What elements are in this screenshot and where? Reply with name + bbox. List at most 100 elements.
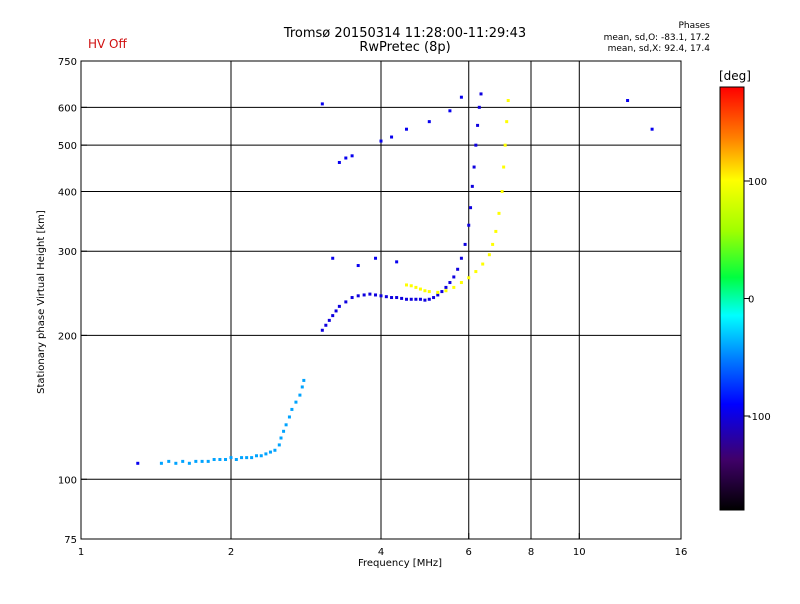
- echo-point: [200, 459, 204, 463]
- chart-subtitle: RwPretec (8p): [359, 40, 451, 55]
- echo-point: [395, 260, 399, 264]
- echo-point: [456, 267, 460, 271]
- y-tick-label: 100: [58, 475, 77, 486]
- echo-point: [331, 314, 335, 318]
- echo-point: [440, 290, 444, 294]
- echo-point: [245, 456, 249, 460]
- echo-point: [337, 160, 341, 164]
- echo-point: [234, 457, 238, 461]
- echo-points: [136, 92, 654, 465]
- echo-point: [174, 461, 178, 465]
- echo-point: [320, 102, 324, 106]
- echo-point: [327, 318, 331, 322]
- echo-point: [500, 189, 504, 193]
- y-tick-label: 300: [58, 247, 77, 258]
- echo-point: [404, 127, 408, 131]
- echo-point: [254, 454, 258, 458]
- y-tick-label: 500: [58, 141, 77, 152]
- hv-status: HV Off: [88, 37, 127, 51]
- x-tick-label: 16: [675, 547, 688, 558]
- echo-point: [212, 457, 216, 461]
- y-tick-label: 600: [58, 103, 77, 114]
- colorbar-tick-label: 100: [748, 177, 767, 188]
- echo-point: [324, 323, 328, 327]
- echo-point: [467, 223, 471, 227]
- echo-point: [229, 456, 233, 460]
- echo-point: [491, 242, 495, 246]
- echo-point: [444, 289, 448, 293]
- echo-point: [502, 165, 506, 169]
- echo-point: [427, 120, 431, 124]
- colorbar-unit: [deg]: [719, 69, 751, 83]
- echo-point: [390, 135, 394, 139]
- echo-point: [505, 120, 509, 124]
- echo-point: [472, 165, 476, 169]
- echo-point: [181, 459, 185, 463]
- echo-point: [240, 456, 244, 460]
- echo-point: [250, 456, 254, 460]
- echo-point: [350, 296, 354, 300]
- echo-point: [474, 270, 478, 274]
- echo-point: [136, 461, 140, 465]
- echo-point: [334, 309, 338, 313]
- echo-point: [167, 459, 171, 463]
- echo-point: [506, 99, 510, 103]
- echo-point: [414, 297, 418, 301]
- echo-point: [368, 292, 372, 296]
- x-tick-label: 10: [573, 547, 586, 558]
- echo-point: [404, 297, 408, 301]
- echo-point: [470, 184, 474, 188]
- echo-point: [374, 293, 378, 297]
- echo-point: [409, 284, 413, 288]
- echo-point: [436, 293, 440, 297]
- echo-point: [159, 461, 163, 465]
- y-axis-label: Stationary phase Virtual Height [km]: [36, 210, 47, 394]
- echo-point: [187, 461, 191, 465]
- echo-point: [409, 297, 413, 301]
- echo-point: [423, 298, 427, 302]
- echo-point: [427, 290, 431, 294]
- echo-point: [427, 297, 431, 301]
- echo-point: [626, 99, 630, 103]
- echo-point: [384, 295, 388, 299]
- echo-point: [497, 211, 501, 215]
- echo-point: [395, 296, 399, 300]
- echo-point: [362, 293, 366, 297]
- phases-x-stats: mean, sd,X: 92.4, 17.4: [607, 44, 710, 54]
- x-tick-label: 6: [466, 547, 472, 558]
- echo-point: [459, 281, 463, 285]
- echo-point: [444, 285, 448, 289]
- echo-point: [423, 289, 427, 293]
- x-tick-label: 4: [378, 547, 384, 558]
- echo-point: [400, 296, 404, 300]
- echo-point: [282, 429, 286, 433]
- x-tick-label: 2: [228, 547, 234, 558]
- echo-point: [404, 283, 408, 287]
- echo-point: [344, 300, 348, 304]
- echo-point: [479, 92, 483, 96]
- x-axis-label: Frequency [MHz]: [357, 558, 443, 569]
- echo-point: [494, 229, 498, 233]
- echo-point: [432, 296, 436, 300]
- echo-point: [414, 285, 418, 289]
- colorbar: [719, 86, 745, 511]
- colorbar-tick-label: 0: [748, 295, 754, 306]
- axis-ticks: 1 2 4 6 8 10 16 75 100 200 300 400 500 600 750: [58, 57, 687, 558]
- echo-point: [194, 459, 198, 463]
- echo-point: [487, 253, 491, 257]
- echo-point: [374, 256, 378, 260]
- echo-point: [379, 139, 383, 143]
- echo-point: [350, 154, 354, 158]
- echo-point: [459, 256, 463, 260]
- echo-point: [224, 457, 228, 461]
- echo-point: [379, 294, 383, 298]
- echo-point: [448, 109, 452, 113]
- echo-point: [268, 450, 272, 454]
- echo-point: [481, 262, 485, 266]
- echo-point: [448, 281, 452, 285]
- echo-point: [206, 459, 210, 463]
- echo-point: [300, 385, 304, 389]
- echo-point: [259, 454, 263, 458]
